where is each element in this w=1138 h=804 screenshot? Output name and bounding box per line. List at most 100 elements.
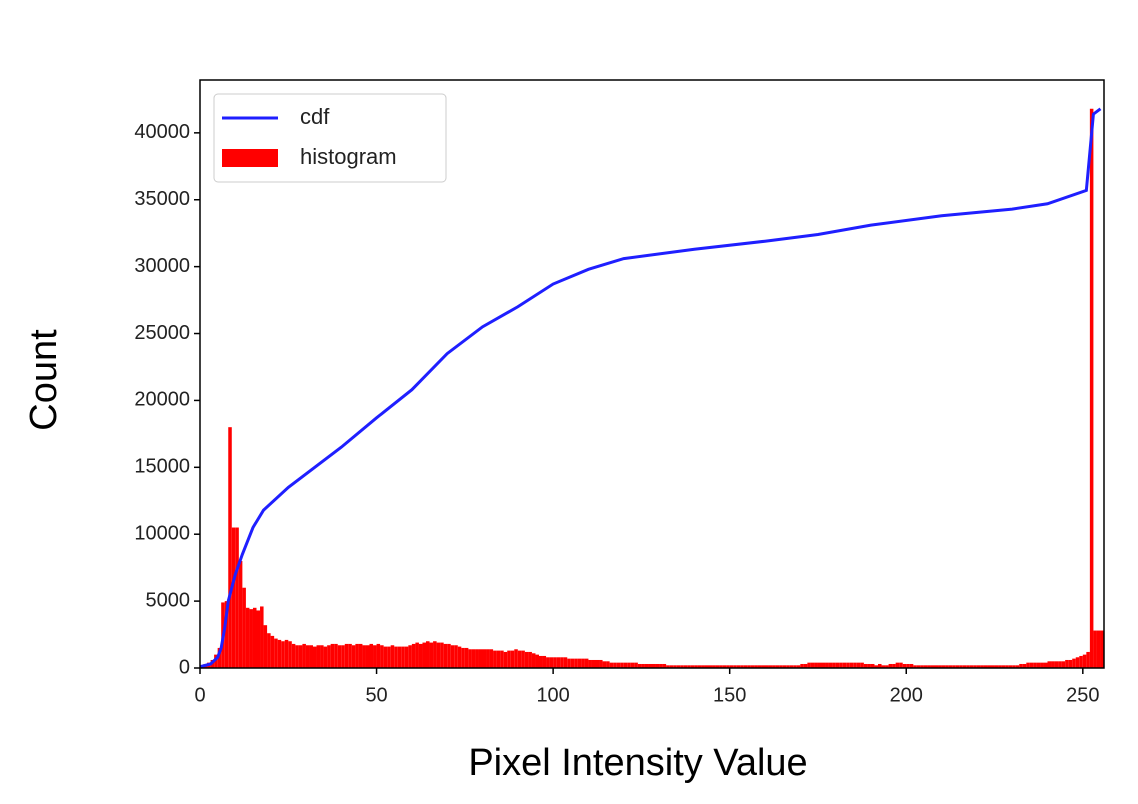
histogram-bar — [602, 661, 607, 668]
histogram-bar — [214, 654, 218, 668]
histogram-bar — [673, 665, 677, 668]
histogram-bar — [726, 665, 730, 668]
histogram-bar — [599, 659, 603, 668]
histogram-bar — [387, 646, 391, 668]
histogram-bar — [934, 665, 939, 668]
histogram-bar — [341, 645, 345, 668]
histogram-bar — [969, 665, 974, 668]
histogram-bar — [609, 662, 614, 668]
histogram-bar — [1100, 630, 1104, 668]
histogram-bar — [659, 663, 663, 668]
histogram-bar — [217, 647, 222, 668]
histogram-bar — [923, 665, 928, 668]
histogram-bar — [991, 665, 995, 668]
histogram-bar — [757, 665, 762, 668]
histogram-bar — [655, 663, 660, 668]
histogram-bar — [429, 642, 434, 668]
histogram-bar — [637, 663, 642, 668]
histogram-bar — [510, 650, 515, 668]
histogram-bar — [888, 663, 893, 668]
histogram-bar — [369, 643, 374, 668]
histogram-bar — [1093, 630, 1097, 668]
histogram-bar — [832, 662, 836, 668]
histogram-bar — [941, 665, 946, 668]
histogram-bar — [457, 646, 462, 668]
histogram-bar — [881, 665, 886, 668]
x-tick-label: 250 — [1066, 684, 1099, 706]
histogram-bar — [895, 662, 900, 668]
histogram-bar — [351, 645, 356, 668]
cdf-line — [199, 107, 1102, 669]
histogram-bar — [1001, 665, 1006, 668]
histogram-bar — [1086, 651, 1090, 668]
histogram-bar — [747, 665, 751, 668]
histogram-bar — [309, 645, 313, 668]
histogram-bar — [404, 646, 409, 668]
histogram-bar — [874, 665, 878, 668]
histogram-bar — [595, 659, 600, 668]
histogram-bar — [814, 662, 818, 668]
histogram-bar — [634, 662, 638, 668]
plot-frame — [199, 79, 1105, 669]
histogram-bar — [584, 658, 589, 668]
histogram-bar — [348, 643, 352, 668]
histogram-bar — [892, 663, 896, 668]
histogram-bar — [870, 663, 875, 668]
histogram-bar — [916, 665, 921, 668]
histogram-bar — [284, 639, 289, 668]
histogram-bar — [1089, 108, 1094, 668]
histogram-bar — [952, 665, 956, 668]
histogram-bar — [786, 665, 790, 668]
y-tick-label: 0 — [179, 656, 190, 678]
histogram-bar — [627, 662, 631, 668]
histogram-bar — [1096, 630, 1101, 668]
histogram-bar — [825, 662, 829, 668]
histogram-bar — [461, 647, 465, 668]
histogram-bar — [433, 641, 437, 668]
histogram-bar — [503, 651, 508, 668]
histogram-bar — [772, 665, 776, 668]
histogram-bar — [228, 427, 232, 668]
histogram-bar — [531, 653, 536, 668]
histogram-bar — [1058, 661, 1062, 668]
histogram-bar — [274, 638, 278, 668]
histogram-bar — [486, 649, 490, 668]
y-tick-label: 40000 — [134, 121, 190, 143]
histogram-bar — [687, 665, 691, 668]
histogram-bar — [553, 657, 557, 668]
histogram-bar — [906, 663, 910, 668]
histogram-bar — [517, 650, 522, 668]
y-tick-label: 35000 — [134, 188, 190, 210]
histogram-bar — [567, 658, 571, 668]
histogram-bar — [320, 645, 324, 668]
histogram-bar — [546, 657, 550, 668]
histogram-bar — [828, 662, 833, 668]
histogram-bar — [676, 665, 681, 668]
histogram-bar — [574, 658, 578, 668]
x-tick-label: 50 — [365, 684, 387, 706]
histogram-bar — [1033, 662, 1037, 668]
histogram-bar — [270, 635, 275, 668]
histogram-bar — [704, 665, 709, 668]
y-tick-label: 30000 — [134, 255, 190, 277]
histogram-bar — [1008, 665, 1013, 668]
histogram-bar — [863, 663, 868, 668]
histogram-bar — [231, 527, 236, 668]
histogram-bar — [662, 663, 667, 668]
histogram-bar — [849, 662, 854, 668]
histogram-bar — [376, 643, 381, 668]
x-tick-label: 150 — [713, 684, 746, 706]
histogram-bar — [563, 657, 568, 668]
histogram-bar — [570, 658, 575, 668]
histogram-bar — [263, 625, 268, 668]
histogram-bar — [998, 665, 1002, 668]
histogram-bar — [754, 665, 758, 668]
histogram-bar — [680, 665, 684, 668]
histogram-bar — [899, 662, 903, 668]
x-tick-label: 100 — [536, 684, 569, 706]
histogram-bar — [842, 662, 847, 668]
histogram-bar — [641, 663, 645, 668]
histogram-bar — [380, 645, 384, 668]
histogram-bar — [959, 665, 963, 668]
